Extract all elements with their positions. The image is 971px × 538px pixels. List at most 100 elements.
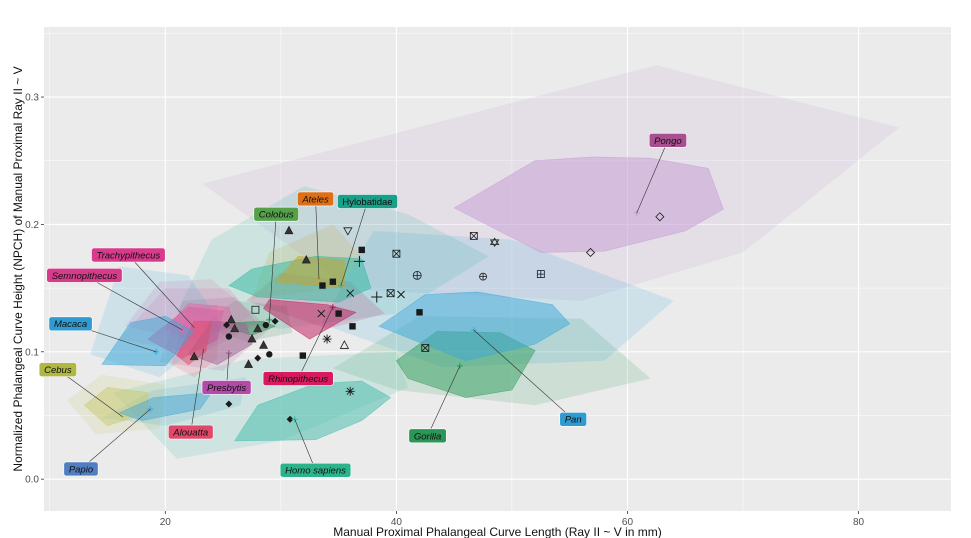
- point-plus: [353, 255, 365, 267]
- leader-line-rhinopithecus: [297, 307, 334, 379]
- y-tick-label: 0.2: [25, 220, 39, 231]
- taxon-label-text: Presbytis: [207, 383, 246, 394]
- marker-square: [329, 278, 337, 285]
- marker-diamond: [286, 415, 294, 423]
- marker-circle: [266, 351, 273, 358]
- point-diamond-filled: [223, 321, 231, 329]
- marker-square-open: [251, 305, 260, 314]
- taxon-label-text: Ateles: [301, 194, 329, 205]
- taxon-label-gorilla: Gorilla: [408, 428, 447, 444]
- marker-square-x-box: [421, 344, 430, 352]
- taxon-label-text: Homo sapiens: [285, 466, 346, 477]
- taxon-label-presbytis: Presbytis: [201, 380, 252, 395]
- leader-line-pan: [473, 329, 574, 420]
- marker-circle-plus-cross: [479, 273, 487, 281]
- point-triangle-filled: [230, 323, 240, 333]
- leader-line-colobus: [269, 214, 277, 320]
- point-triangle-filled: [244, 359, 254, 368]
- taxon-label-text: Semnopithecus: [52, 271, 118, 282]
- point-triangle-filled: [301, 254, 311, 264]
- marker-square-x-cross: [470, 232, 478, 240]
- point-triangle-filled: [284, 225, 294, 235]
- taxon-label-alouatta: Alouatta: [168, 424, 214, 440]
- taxon-label-box: [201, 380, 252, 395]
- taxon-label-text: Hylobatidae: [342, 197, 392, 208]
- marker-square-x-box: [392, 249, 401, 258]
- point-triangle-filled: [259, 340, 269, 349]
- marker-diamond-open: [585, 247, 596, 258]
- taxon-label-box: [91, 247, 166, 263]
- centroid-alouatta: [200, 346, 207, 353]
- point-diamond-filled: [286, 415, 294, 423]
- taxon-label-box: [559, 411, 587, 427]
- taxon-label-text: Colobus: [259, 210, 294, 221]
- y-tick-label: 0.0: [25, 475, 39, 486]
- point-square-open: [251, 305, 260, 314]
- point-diamond-open: [655, 212, 665, 222]
- point-triangle-open-down: [343, 227, 353, 236]
- point-square-x: [392, 249, 401, 258]
- point-square-x: [386, 289, 395, 298]
- taxon-label-rhinopithecus: Rhinopithecus: [262, 371, 334, 386]
- taxon-label-text: Rhinopithecus: [268, 374, 328, 385]
- marker-diamond-open: [655, 212, 665, 222]
- x-tick-label: 80: [853, 517, 865, 528]
- point-triangle-filled: [253, 323, 263, 333]
- taxon-label-colobus: Colobus: [253, 206, 299, 222]
- taxon-label-text: Cebus: [44, 365, 72, 376]
- point-circle-filled: [262, 321, 270, 329]
- taxon-label-semnopithecus: Semnopithecus: [46, 268, 123, 283]
- point-circle-filled: [225, 333, 233, 340]
- point-square-filled: [416, 309, 423, 316]
- centroid-pongo: [633, 209, 640, 216]
- taxon-label-box: [279, 462, 352, 478]
- marker-square: [299, 352, 307, 359]
- point-square-x: [469, 231, 478, 240]
- point-diamond-filled: [271, 317, 279, 325]
- point-asterisk: [345, 386, 355, 396]
- centroid-papio: [147, 406, 154, 413]
- marker-triangle: [244, 359, 254, 368]
- leader-line-pongo: [636, 140, 669, 214]
- point-cross: [346, 289, 355, 298]
- marker-triangle: [253, 323, 263, 333]
- point-diamond-filled: [254, 354, 262, 362]
- leader-line-papio: [80, 408, 151, 470]
- point-asterisk: [322, 334, 332, 344]
- point-diamond-open: [585, 247, 596, 258]
- marker-cross: [317, 309, 326, 318]
- taxon-label-box: [297, 191, 335, 207]
- point-triangle-filled: [189, 351, 199, 361]
- taxon-label-box: [337, 194, 398, 209]
- marker-triangle-open: [339, 340, 350, 349]
- point-triangle-open: [339, 340, 350, 349]
- taxon-label-box: [46, 268, 123, 283]
- taxon-label-box: [408, 428, 447, 444]
- point-circle-plus: [479, 272, 487, 281]
- taxon-label-box: [63, 461, 99, 477]
- leader-line-trachypithecus: [128, 254, 195, 328]
- axis-ticks: 20 40 60 80 0.0 0.1 0.2 0.3: [25, 93, 864, 528]
- taxon-label-macaca: Macaca: [48, 316, 93, 332]
- marker-circle-cross-lines: [413, 271, 422, 280]
- taxon-label-hylobatidae: Hylobatidae: [337, 194, 398, 209]
- taxon-label-pongo: Pongo: [648, 133, 687, 148]
- marker-star-down: [489, 239, 500, 248]
- point-square-plus: [536, 270, 545, 278]
- leader-line-semnopithecus: [84, 275, 183, 331]
- taxon-label-text: Trachypithecus: [96, 250, 160, 261]
- marker-square: [319, 282, 326, 289]
- hull-inner-macaca: [101, 315, 195, 367]
- marker-square-x-cross: [386, 289, 395, 297]
- marker-triangle: [284, 225, 294, 235]
- x-tick-label: 20: [160, 517, 172, 528]
- marker-diamond: [225, 400, 233, 408]
- marker-cross: [346, 289, 355, 298]
- marker-diamond: [254, 354, 262, 362]
- taxon-label-text: Pan: [565, 415, 582, 426]
- point-square-filled: [358, 246, 365, 254]
- taxon-label-text: Pongo: [654, 136, 681, 147]
- point-diamond-filled: [225, 400, 233, 408]
- point-circle-cross: [412, 270, 422, 280]
- point-star-of-david: [489, 237, 500, 248]
